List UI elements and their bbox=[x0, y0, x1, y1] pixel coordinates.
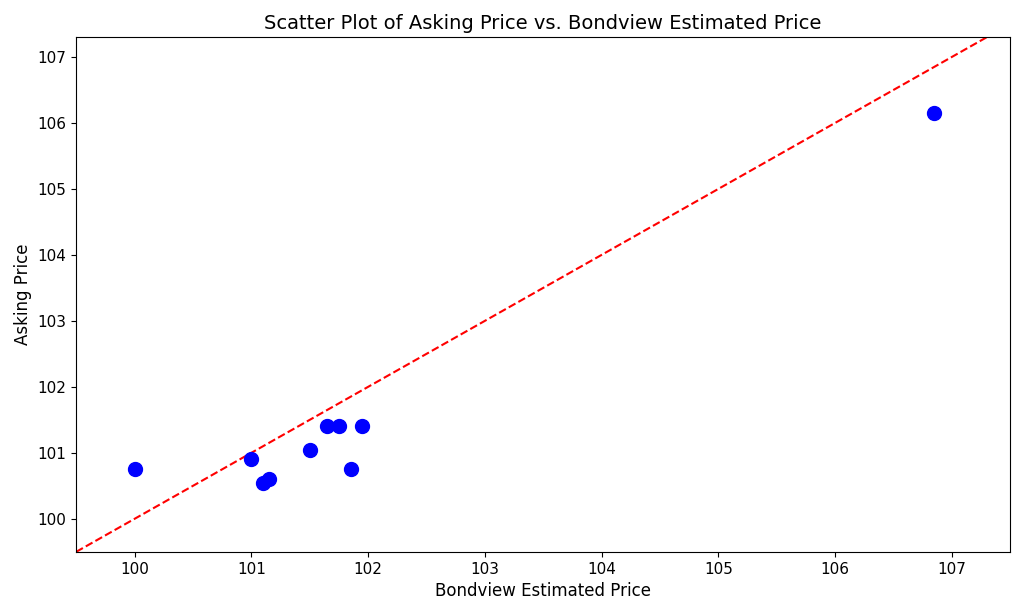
Y-axis label: Asking Price: Asking Price bbox=[14, 244, 32, 345]
Point bbox=[255, 478, 271, 488]
Point bbox=[331, 422, 347, 432]
Point bbox=[354, 422, 371, 432]
Point bbox=[318, 422, 335, 432]
Point bbox=[260, 475, 276, 484]
Point bbox=[243, 454, 259, 464]
Point bbox=[342, 464, 358, 474]
Point bbox=[126, 464, 142, 474]
Point bbox=[926, 108, 942, 118]
Point bbox=[301, 445, 317, 454]
X-axis label: Bondview Estimated Price: Bondview Estimated Price bbox=[435, 582, 651, 600]
Title: Scatter Plot of Asking Price vs. Bondview Estimated Price: Scatter Plot of Asking Price vs. Bondvie… bbox=[264, 14, 822, 33]
